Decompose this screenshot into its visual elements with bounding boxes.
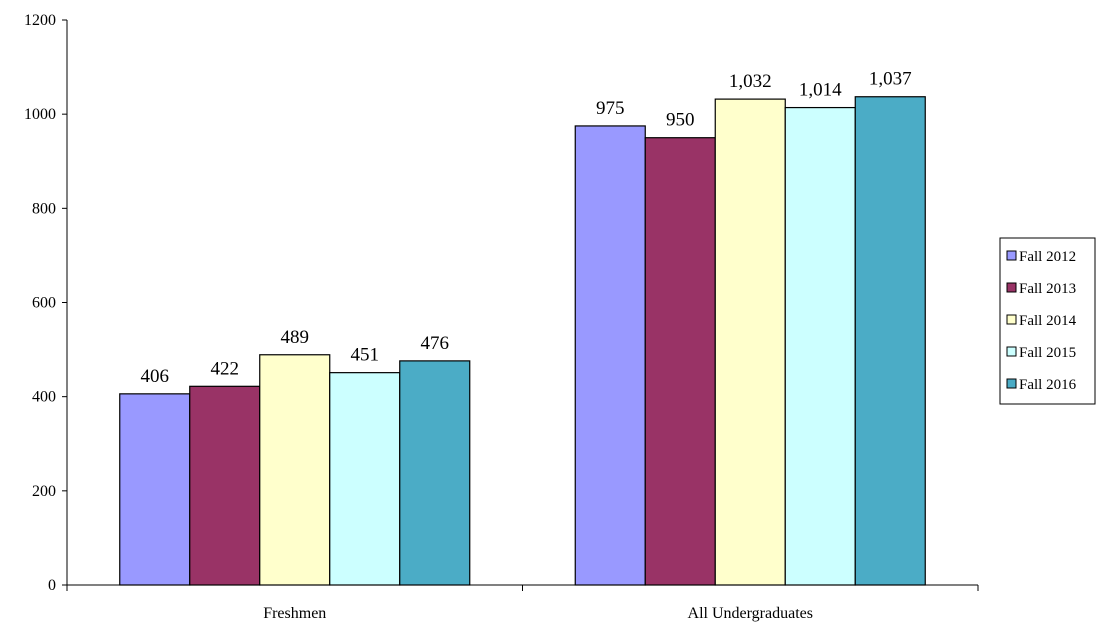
x-tick-label: Freshmen (263, 605, 326, 622)
legend-swatch (1006, 314, 1017, 325)
bar (189, 385, 261, 586)
data-label: 476 (421, 333, 450, 354)
x-tick-label: All Undergraduates (688, 605, 813, 622)
legend-swatch (1006, 346, 1017, 357)
legend: Fall 2012 Fall 2013 Fall 2014 Fall 2015 Fall… (999, 237, 1096, 405)
legend-label: Fall 2013 (1019, 281, 1076, 297)
data-label: 950 (666, 110, 695, 131)
legend-label: Fall 2015 (1019, 345, 1076, 361)
y-tick-label: 600 (32, 295, 56, 312)
x-axis: Freshmen All Undergraduates (66, 584, 979, 622)
data-label: 1,014 (799, 80, 842, 101)
bar (644, 137, 716, 586)
y-tick-label: 1200 (24, 12, 56, 29)
y-tick-label: 400 (32, 389, 56, 406)
bar (259, 354, 331, 586)
bar (784, 106, 856, 586)
data-label: 975 (596, 98, 625, 119)
bar (119, 393, 191, 586)
data-label: 1,032 (729, 71, 772, 92)
legend-swatch (1006, 250, 1017, 261)
y-tick-label: 800 (32, 200, 56, 217)
bar (329, 372, 401, 586)
data-label: 406 (141, 366, 170, 387)
legend-label: Fall 2014 (1019, 313, 1077, 329)
y-tick-label: 1000 (24, 106, 56, 123)
data-label: 489 (281, 327, 310, 348)
legend-swatch (1006, 282, 1017, 293)
legend-label: Fall 2012 (1019, 249, 1076, 265)
y-axis: 0 200 400 600 800 1000 1200 (24, 12, 68, 594)
bar (574, 125, 646, 586)
bar (854, 96, 926, 586)
bar (399, 360, 471, 586)
y-tick-label: 0 (48, 577, 56, 594)
y-tick-label: 200 (32, 483, 56, 500)
legend-swatch (1006, 378, 1017, 389)
data-label: 451 (351, 345, 380, 366)
bars (119, 96, 926, 586)
data-labels: 406 975 422 950 489 1,032 451 1,014 476 1,037 (141, 69, 912, 387)
legend-label: Fall 2016 (1019, 377, 1077, 393)
bar (714, 98, 786, 586)
data-label: 1,037 (869, 69, 912, 90)
data-label: 422 (211, 358, 240, 379)
